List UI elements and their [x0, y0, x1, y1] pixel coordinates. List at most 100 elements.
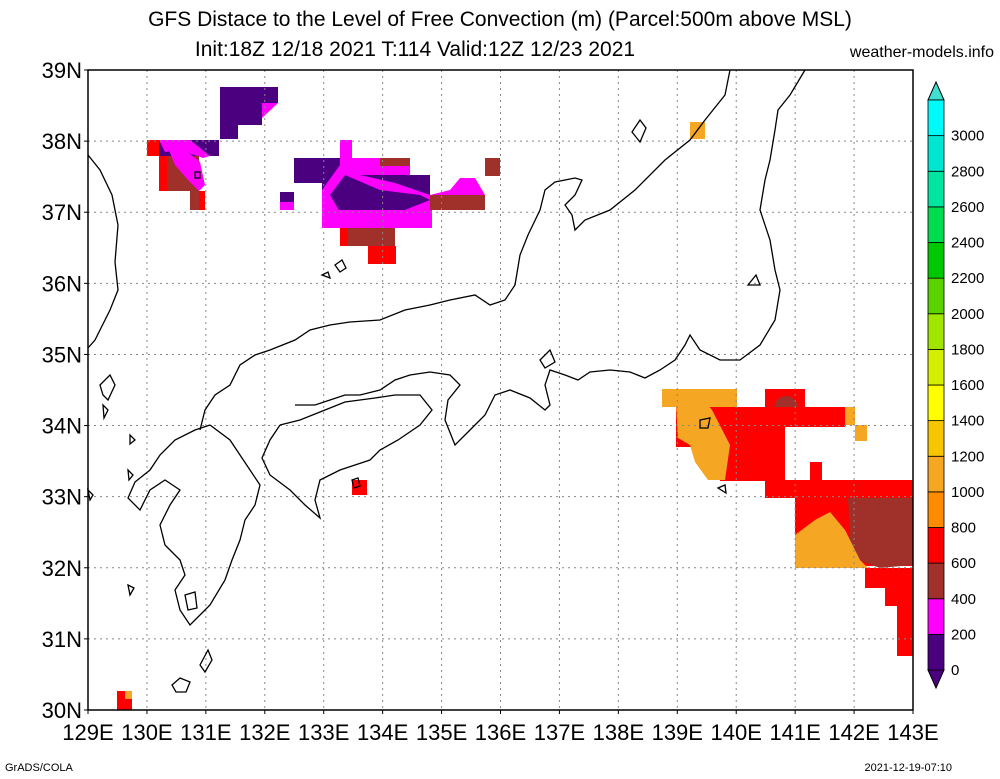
colorbar-swatch: [927, 277, 945, 315]
timestamp-label: 2021-12-19-07:10: [864, 762, 952, 774]
lon-tick-label: 137E: [534, 720, 585, 745]
field-cell: [199, 191, 205, 210]
field-cell: [485, 158, 500, 176]
chart-title: GFS Distace to the Level of Free Convect…: [148, 8, 852, 31]
lon-tick-label: 131E: [180, 720, 231, 745]
colorbar-label: 0: [951, 662, 959, 679]
field-cell: [352, 480, 367, 495]
colorbar-swatch: [927, 348, 945, 386]
lon-tick-label: 136E: [475, 720, 526, 745]
field-cell: [855, 425, 867, 441]
field-cell: [159, 140, 210, 158]
lat-tick-label: 39N: [42, 58, 82, 83]
colorbar-label: 2800: [951, 163, 984, 180]
colorbar-swatch: [927, 420, 945, 457]
lon-tick-label: 135E: [416, 720, 467, 745]
lon-tick-label: 139E: [652, 720, 703, 745]
colorbar-label: 400: [951, 591, 976, 608]
colorbar-swatch: [927, 313, 945, 350]
colorbar-label: 2400: [951, 235, 984, 252]
colorbar-swatch: [927, 598, 945, 635]
lon-tick-label: 130E: [121, 720, 172, 745]
lat-tick-label: 34N: [42, 414, 82, 439]
colorbar-label: 2600: [951, 199, 984, 216]
field-cell: [795, 512, 868, 568]
chart-subtitle: Init:18Z 12/18 2021 T:114 Valid:12Z 12/2…: [194, 38, 636, 61]
field-cell: [380, 158, 410, 166]
field-cell: [765, 480, 913, 498]
colorbar-label: 1200: [951, 448, 984, 465]
field-cell: [845, 407, 855, 425]
colorbar-label: 1000: [951, 484, 984, 501]
field-cell: [898, 480, 913, 498]
lat-tick-label: 30N: [42, 698, 82, 723]
lon-tick-label: 129E: [62, 720, 113, 745]
lat-tick-label: 36N: [42, 271, 82, 296]
field-cell: [220, 87, 278, 103]
colorbar-swatch: [927, 242, 945, 279]
lat-tick-label: 32N: [42, 556, 82, 581]
field-cell: [168, 148, 205, 191]
field-cell: [848, 498, 913, 568]
colorbar-swatch: [927, 562, 945, 600]
colorbar-swatch: [927, 491, 945, 528]
colorbar-swatch: [927, 384, 945, 422]
latitude-labels: 39N 38N 37N 36N 35N 34N 33N 32N 31N 30N: [42, 58, 88, 723]
field-cell: [280, 202, 294, 210]
field-cell: [340, 140, 352, 158]
coastline-layer: [86, 69, 806, 693]
colorbar-swatch: [927, 455, 945, 493]
colorbar-swatch: [927, 206, 945, 243]
lon-tick-label: 132E: [239, 720, 290, 745]
field-cell: [322, 210, 432, 228]
lon-tick-label: 140E: [711, 720, 762, 745]
lon-tick-label: 142E: [828, 720, 879, 745]
colorbar-label: 2200: [951, 270, 984, 287]
field-cell: [865, 568, 913, 588]
field-cell: [125, 691, 132, 699]
lfc-field-layer: [117, 87, 913, 710]
field-cell: [330, 175, 430, 212]
colorbar-low-arrow: [927, 669, 945, 690]
lat-tick-label: 37N: [42, 200, 82, 225]
colorbar-label: 800: [951, 520, 976, 537]
colorbar-label: 600: [951, 555, 976, 572]
lon-tick-label: 141E: [769, 720, 820, 745]
field-cell: [720, 407, 845, 427]
credit-label: GrADS/COLA: [5, 762, 73, 774]
longitude-labels: 129E 130E 131E 132E 133E 134E 135E 136E 137E 138E…: [62, 710, 939, 745]
site-label: weather-models.info: [849, 44, 994, 61]
lat-tick-label: 33N: [42, 485, 82, 510]
lon-tick-label: 134E: [357, 720, 408, 745]
colorbar-label: 1600: [951, 377, 984, 394]
field-cell: [220, 103, 262, 125]
field-cell: [810, 462, 822, 480]
field-cell: [262, 103, 278, 118]
lon-tick-label: 133E: [298, 720, 349, 745]
field-cell: [368, 246, 396, 264]
colorbar-label: 2000: [951, 306, 984, 323]
lat-tick-label: 38N: [42, 129, 82, 154]
colorbar-label: 3000: [951, 128, 984, 145]
field-cell: [720, 427, 785, 481]
lon-tick-label: 138E: [593, 720, 644, 745]
field-cell: [885, 588, 913, 606]
lat-tick-label: 35N: [42, 342, 82, 367]
field-cell: [676, 395, 730, 480]
lat-tick-label: 31N: [42, 627, 82, 652]
colorbar-swatch: [927, 170, 945, 208]
field-cell: [220, 125, 238, 139]
field-cell: [430, 195, 485, 210]
colorbar-label: 1800: [951, 341, 984, 358]
field-cell: [147, 140, 159, 156]
colorbar-label: 1400: [951, 413, 984, 430]
field-cell: [159, 156, 167, 191]
colorbar-swatch: [927, 633, 945, 671]
field-cell: [340, 228, 395, 246]
field-cell: [340, 228, 348, 246]
colorbar-swatch: [927, 99, 945, 137]
lon-tick-label: 143E: [887, 720, 938, 745]
colorbar-swatch: [927, 527, 945, 564]
colorbar-high-arrow: [927, 80, 945, 101]
